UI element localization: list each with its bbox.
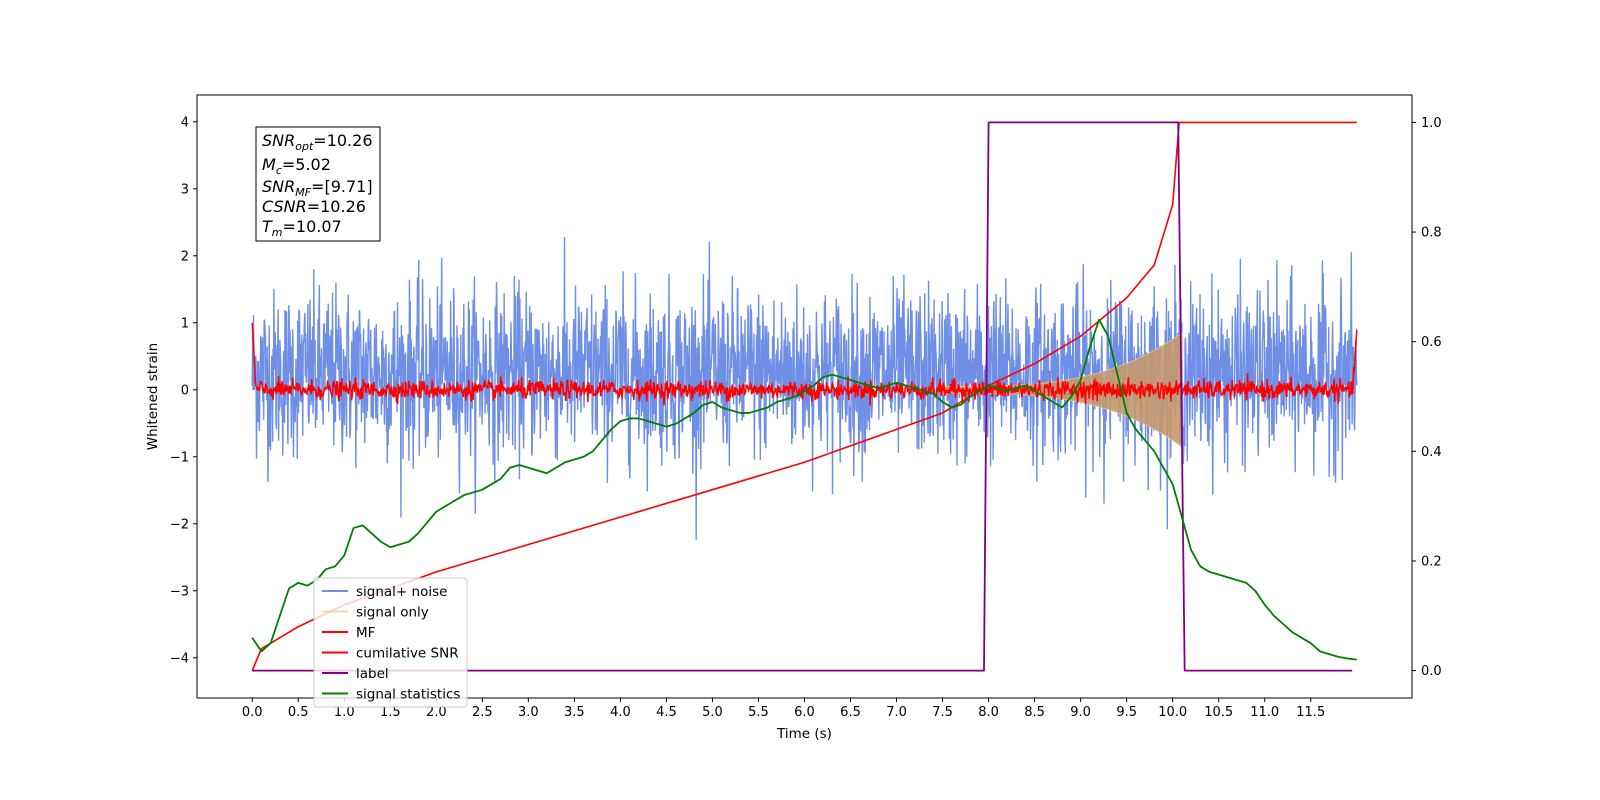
x-tick-label: 2.0: [426, 705, 447, 720]
x-tick-label: 4.5: [656, 705, 677, 720]
x-tick-label: 6.0: [794, 705, 815, 720]
legend-item: MF: [322, 625, 375, 641]
y-tick-label: −1: [170, 450, 189, 465]
y-tick-label: −3: [170, 584, 189, 599]
x-tick-label: 11.0: [1250, 705, 1279, 720]
x-tick-label: 2.5: [472, 705, 493, 720]
legend-label: signal+ noise: [356, 584, 447, 600]
legend: signal+ noise signal only MF cumilative SNR…: [313, 577, 468, 708]
y-axis-right: 0.0 0.2 0.4 0.6 0.8 1.0: [1412, 116, 1442, 679]
y-axis-label: Whitened strain: [145, 343, 161, 450]
y-tick-label: 4: [181, 115, 189, 130]
x-tick-label: 1.0: [334, 705, 355, 720]
legend-label: signal statistics: [356, 687, 460, 703]
legend-label: MF: [356, 625, 375, 641]
x-tick-label: 1.5: [380, 705, 401, 720]
y2-tick-label: 0.0: [1421, 664, 1442, 679]
y2-tick-label: 1.0: [1421, 116, 1442, 131]
legend-item: signal statistics: [322, 687, 460, 703]
annotation-tm: Tm=10.07: [262, 217, 342, 239]
y-tick-label: 2: [181, 249, 189, 264]
y2-tick-label: 0.6: [1421, 335, 1442, 350]
legend-label: cumilative SNR: [356, 646, 459, 662]
x-tick-label: 0.5: [288, 705, 309, 720]
x-tick-label: 3.0: [518, 705, 539, 720]
x-tick-label: 5.5: [748, 705, 769, 720]
series-label: [252, 121, 1353, 672]
legend-item: signal only: [322, 605, 429, 621]
x-tick-label: 8.5: [1024, 705, 1045, 720]
legend-item: cumilative SNR: [322, 646, 459, 662]
y2-tick-label: 0.2: [1421, 554, 1442, 569]
x-tick-label: 8.0: [978, 705, 999, 720]
plot-area: [251, 121, 1358, 672]
annotation-mc: Mc=5.02: [262, 155, 331, 177]
x-tick-label: 6.5: [840, 705, 861, 720]
x-tick-label: 11.5: [1296, 705, 1325, 720]
annotation-snr-opt: SNRopt=10.26: [262, 131, 373, 153]
x-tick-label: 0.0: [242, 705, 263, 720]
x-tick-label: 10.5: [1204, 705, 1233, 720]
x-tick-label: 10.0: [1158, 705, 1187, 720]
y-tick-label: 0: [181, 383, 189, 398]
y-tick-label: −4: [170, 651, 189, 666]
legend-frame: [313, 577, 468, 708]
y-axis-left: −4 −3 −2 −1 0 1 2 3 4: [170, 115, 197, 666]
annotation-snr-mf: SNRMF=[9.71]: [262, 177, 373, 199]
x-tick-label: 4.0: [610, 705, 631, 720]
x-tick-label: 9.0: [1070, 705, 1091, 720]
legend-label: label: [356, 666, 389, 682]
y-tick-label: 1: [181, 316, 189, 331]
y-tick-label: 3: [181, 182, 189, 197]
annotation-box: SNRopt=10.26 Mc=5.02 SNRMF=[9.71] CSNR=1…: [255, 126, 381, 242]
x-tick-label: 7.0: [886, 705, 907, 720]
x-axis-label: Time (s): [776, 726, 832, 742]
series-mf: [251, 322, 1358, 406]
annotation-csnr: CSNR=10.26: [262, 197, 366, 216]
legend-label: signal only: [356, 605, 429, 621]
series-signal-statistics: [251, 318, 1357, 661]
y2-tick-label: 0.8: [1421, 226, 1442, 241]
legend-item: signal+ noise: [322, 584, 447, 600]
y2-tick-label: 0.4: [1421, 445, 1442, 460]
x-tick-label: 5.0: [702, 705, 723, 720]
x-tick-label: 3.5: [564, 705, 585, 720]
y-tick-label: −2: [170, 517, 189, 532]
legend-item: label: [322, 666, 389, 682]
x-axis: 0.0 0.5 1.0 1.5 2.0 2.5 3.0 3.5 4.0 4.5 5.0 5.5 6.0 6…: [242, 698, 1325, 720]
x-tick-label: 9.5: [1116, 705, 1137, 720]
x-tick-label: 7.5: [932, 705, 953, 720]
